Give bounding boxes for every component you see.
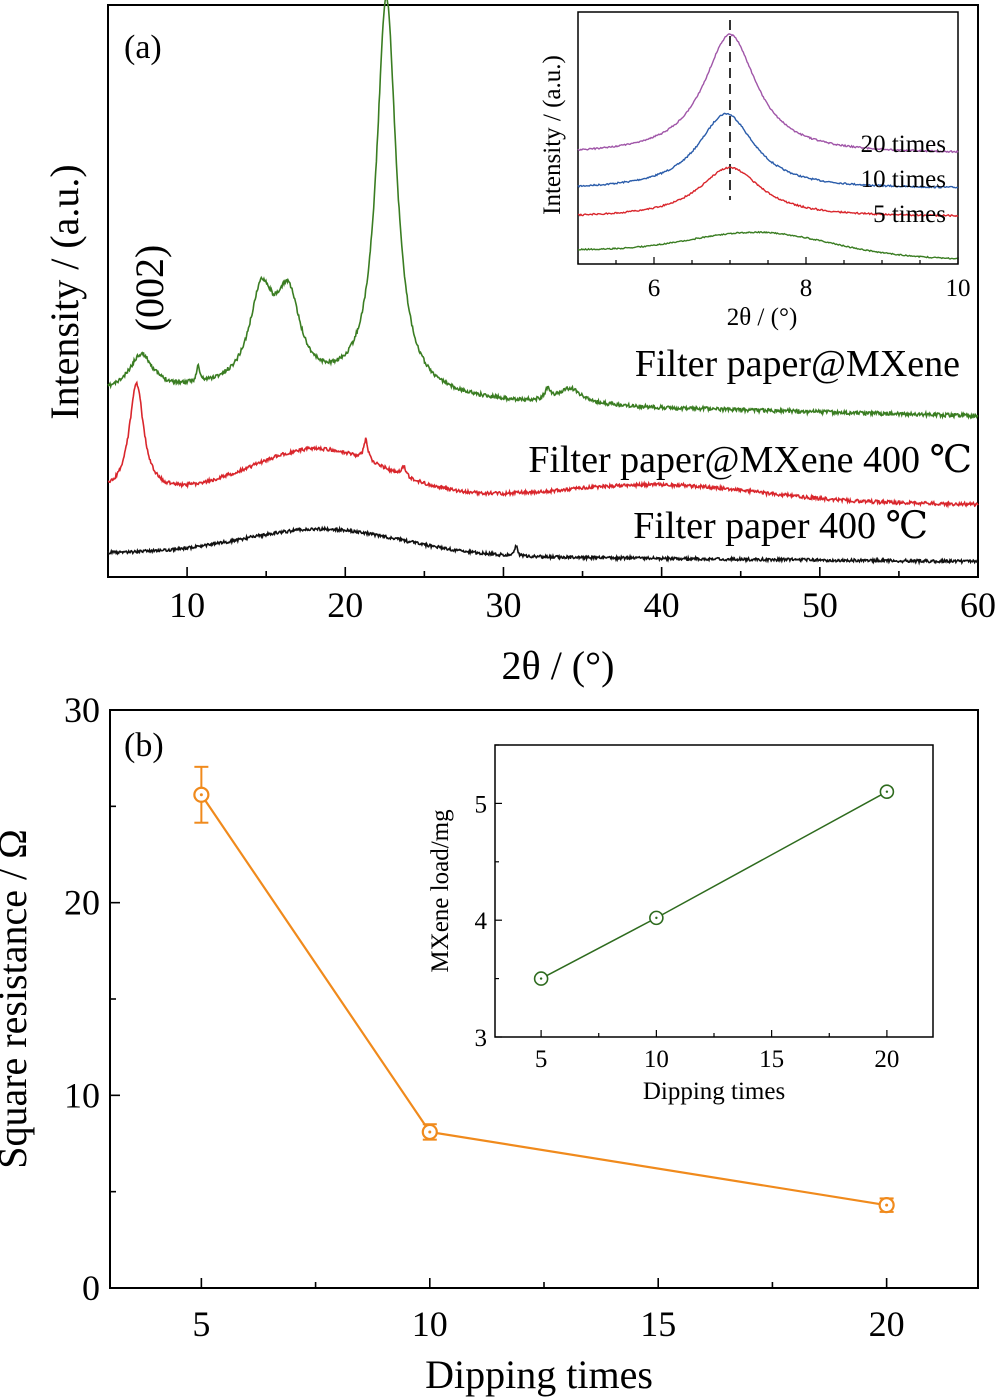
panel-b-inset-frame <box>494 744 934 1038</box>
x-tick-label: 20 <box>869 1304 905 1344</box>
panel-b-ticks: 5 10 15 20 0 10 20 30 <box>64 690 905 1344</box>
panel-a-inset-x-axis-title: 2θ / (°) <box>727 304 798 331</box>
x-tick-label: 40 <box>644 585 680 625</box>
panel-b-inset: 5 10 15 20 3 4 5 MXene load/mg Dipping times <box>427 744 934 1105</box>
inset-label-5-times: 5 times <box>873 201 946 228</box>
panel-a-inset: 6 8 10 Intensity / (a.u.) 2θ / (°) 20 time… <box>539 11 971 331</box>
panel-b-y-axis-title: Square resistance / Ω <box>0 829 35 1169</box>
panel-a-inset-x-ticks: 6 8 10 <box>577 257 971 302</box>
inset-curve-5-times <box>577 166 959 218</box>
panel-a-label: (a) <box>124 29 162 66</box>
peak-002-annotation: (002) <box>127 245 172 332</box>
x-tick-label: 10 <box>412 1304 448 1344</box>
panel-b: (b) 5 10 15 20 0 10 20 30 Square resistance / Ω… <box>0 690 979 1397</box>
x-tick-label: 10 <box>169 585 205 625</box>
panel-a-y-axis-title: Intensity / (a.u.) <box>42 164 87 420</box>
y-tick-label: 20 <box>64 883 100 923</box>
y-tick-label: 30 <box>64 690 100 730</box>
y-tick-label: 0 <box>82 1268 100 1308</box>
panel-b-inset-x-axis-title: Dipping times <box>643 1078 785 1105</box>
panel-a-x-axis-title: 2θ / (°) <box>502 643 615 688</box>
panel-a-inset-frame <box>577 11 959 265</box>
inset-y-tick-label: 4 <box>475 908 488 935</box>
resistance-point-center <box>428 1130 432 1134</box>
curve-filter-paper-mxene <box>107 0 979 420</box>
label-filter-paper-mxene: Filter paper@MXene <box>635 343 960 385</box>
panel-a-frame <box>107 4 979 578</box>
inset-x-tick-label: 10 <box>644 1046 669 1073</box>
panel-a-inset-curves <box>577 33 959 260</box>
panel-a-curves <box>107 0 979 566</box>
load-point-center <box>539 977 543 980</box>
x-tick-label: 50 <box>802 585 838 625</box>
inset-y-tick-label: 5 <box>475 791 488 818</box>
panel-b-label: (b) <box>124 727 164 764</box>
panel-b-series <box>193 765 895 1214</box>
x-tick-label: 5 <box>192 1304 210 1344</box>
inset-x-tick-label: 6 <box>648 275 661 302</box>
inset-curve-10-times <box>577 112 959 189</box>
x-tick-label: 60 <box>960 585 996 625</box>
panel-a-x-ticks: 10 20 30 40 50 60 <box>107 567 996 625</box>
panel-b-inset-series <box>533 784 895 986</box>
label-filter-paper-400: Filter paper 400 ℃ <box>633 505 928 547</box>
inset-label-20-times: 20 times <box>861 131 946 158</box>
inset-x-tick-label: 5 <box>535 1046 548 1073</box>
panel-b-inset-ticks: 5 10 15 20 3 4 5 <box>475 744 899 1073</box>
x-tick-label: 30 <box>485 585 521 625</box>
panel-b-x-axis-title: Dipping times <box>425 1352 653 1397</box>
resistance-point-center <box>885 1203 889 1207</box>
panel-b-inset-y-axis-title: MXene load/mg <box>427 809 454 973</box>
x-tick-label: 15 <box>640 1304 676 1344</box>
inset-curve-uncoated <box>577 230 959 260</box>
panel-a: (a) 10 20 30 40 50 60 Intensity / (a.u.) 2θ /… <box>42 0 996 688</box>
inset-x-tick-label: 15 <box>759 1046 784 1073</box>
inset-x-tick-label: 20 <box>874 1046 899 1073</box>
inset-x-tick-label: 10 <box>946 275 971 302</box>
panel-a-inset-y-axis-title: Intensity / (a.u.) <box>539 55 566 215</box>
inset-curve-20-times <box>577 33 959 154</box>
curve-filter-paper-400 <box>107 525 979 566</box>
inset-y-tick-label: 3 <box>475 1025 488 1052</box>
y-tick-label: 10 <box>64 1075 100 1115</box>
inset-x-tick-label: 8 <box>800 275 813 302</box>
curve-filter-paper-mxene-400 <box>107 380 979 509</box>
load-point-center <box>655 916 658 920</box>
label-filter-paper-mxene-400: Filter paper@MXene 400 ℃ <box>528 439 972 481</box>
load-point-center <box>885 790 889 793</box>
inset-label-10-times: 10 times <box>861 166 946 193</box>
x-tick-label: 20 <box>327 585 363 625</box>
resistance-point-center <box>199 793 203 797</box>
